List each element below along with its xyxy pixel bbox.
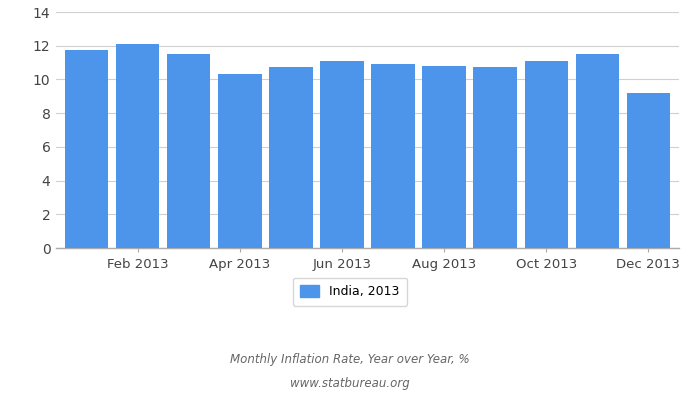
Bar [116, 44, 160, 248]
Text: www.statbureau.org: www.statbureau.org [290, 378, 410, 390]
Bar [270, 67, 313, 248]
Bar [575, 54, 619, 248]
Bar [371, 64, 414, 248]
Text: Monthly Inflation Rate, Year over Year, %: Monthly Inflation Rate, Year over Year, … [230, 354, 470, 366]
Bar [218, 74, 262, 248]
Bar [321, 61, 364, 248]
Bar [65, 50, 108, 248]
Bar [626, 93, 670, 248]
Bar [473, 67, 517, 248]
Bar [422, 66, 466, 248]
Bar [524, 61, 568, 248]
Bar [167, 54, 211, 248]
Legend: India, 2013: India, 2013 [293, 278, 407, 306]
